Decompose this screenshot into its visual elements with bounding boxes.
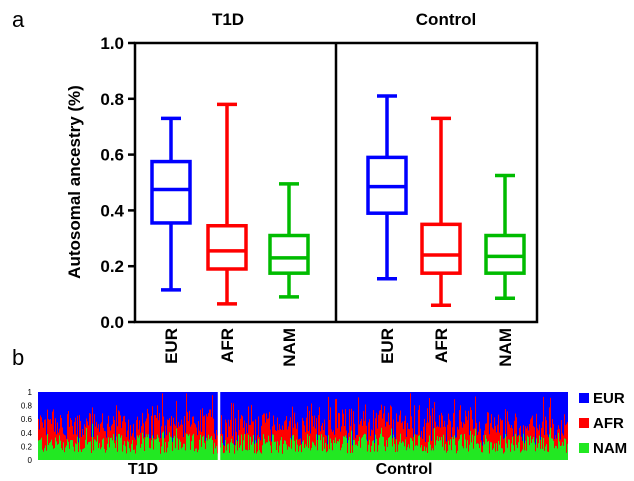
y-ticks: 0.0 0.2 0.4 0.6 0.8 1.0: [100, 34, 135, 332]
legend-label-afr: AFR: [593, 415, 624, 432]
group-title-control: Control: [416, 10, 476, 29]
iqr-box: [206, 223, 248, 271]
legend-swatch-nam: [579, 443, 589, 453]
stacked-bars: [38, 392, 568, 460]
legend: EUR AFR NAM: [579, 390, 627, 457]
boxplot-control-nam: [484, 173, 526, 301]
y-tick-label: 0.0: [100, 313, 124, 332]
y-tick-label-b: 0.4: [21, 429, 33, 438]
y-tick-label: 0.2: [100, 257, 124, 276]
legend-label-eur: EUR: [593, 390, 625, 407]
y-axis-label: Autosomal ancestry (%): [65, 85, 84, 279]
y-tick-label-b: 0.6: [21, 415, 33, 424]
y-tick-label-b: 0: [28, 456, 33, 465]
x-tick-label-eur: EUR: [162, 328, 181, 364]
boxplot-t1d-nam: [268, 182, 310, 299]
x-tick-label-eur: EUR: [378, 328, 397, 364]
group-label-t1d-b: T1D: [128, 461, 158, 478]
boxplot-control-eur: [366, 94, 408, 281]
group-title-t1d: T1D: [212, 10, 244, 29]
boxplot-t1d-afr: [206, 102, 248, 306]
y-ticks-b: 0 0.2 0.4 0.6 0.8 1: [21, 388, 33, 465]
panel-label-b: b: [12, 345, 24, 370]
y-tick-label: 0.4: [100, 201, 124, 220]
x-tick-label-nam: NAM: [280, 328, 299, 367]
boxplot-control-afr: [420, 116, 462, 308]
x-tick-labels: EUR AFR NAM EUR AFR NAM: [162, 328, 515, 367]
nam-bars: [38, 423, 568, 460]
iqr-box: [420, 222, 462, 275]
iqr-box: [484, 233, 526, 275]
y-tick-label-b: 0.8: [21, 402, 33, 411]
panel-label-a: a: [12, 7, 25, 32]
x-tick-label-afr: AFR: [432, 328, 451, 363]
boxplot-t1d-eur: [150, 116, 192, 292]
y-tick-label: 1.0: [100, 34, 124, 53]
legend-label-nam: NAM: [593, 440, 627, 457]
afr-bars: [38, 393, 568, 454]
x-tick-label-afr: AFR: [218, 328, 237, 363]
y-tick-label: 0.6: [100, 146, 124, 165]
iqr-box: [268, 233, 310, 275]
y-tick-label-b: 0.2: [21, 442, 33, 451]
y-tick-label-b: 1: [28, 388, 33, 397]
panel-b: b 0 0.2 0.4 0.6 0.8 1 T1D Control EUR AFR NAM: [12, 345, 627, 478]
legend-swatch-afr: [579, 418, 589, 428]
panel-a: a T1D Control Autosomal ancestry (%) 0.0…: [12, 7, 539, 367]
boxplots: [150, 94, 526, 308]
y-tick-label: 0.8: [100, 90, 124, 109]
x-tick-label-nam: NAM: [496, 328, 515, 367]
iqr-box: [150, 159, 192, 225]
legend-swatch-eur: [579, 393, 589, 403]
group-label-control-b: Control: [376, 461, 433, 478]
